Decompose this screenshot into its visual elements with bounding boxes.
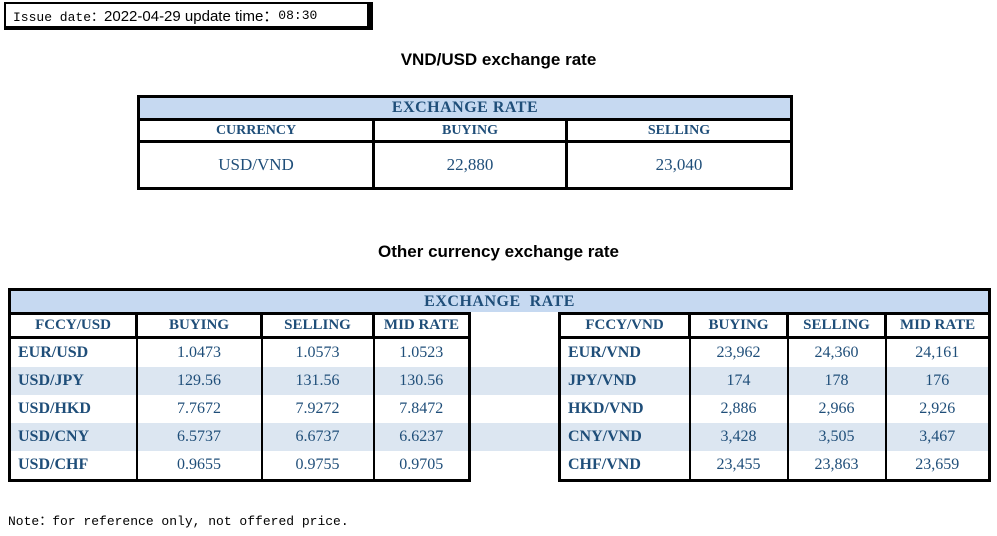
col-header-selling: SELLING: [565, 118, 793, 143]
col-header-fccy-usd: FCCY/USD: [8, 312, 138, 339]
rate-cell: 178: [786, 367, 887, 395]
pair-label-cell: CNY/VND: [558, 423, 691, 451]
table-banner-row: EXCHANGE RATE: [137, 95, 793, 121]
col-header-fccy-vnd: FCCY/VND: [558, 312, 691, 339]
rate-cell: 6.5737: [135, 423, 263, 451]
rate-cell: 6.6237: [372, 423, 471, 451]
rate-cell: 23,455: [688, 451, 789, 482]
selling-rate-cell: 23,040: [565, 140, 793, 190]
rate-cell: 6.6737: [260, 423, 375, 451]
pair-label-cell: USD/CNY: [8, 423, 138, 451]
usd-vnd-rate-table: EXCHANGE RATE CURRENCY BUYING SELLING US…: [137, 95, 793, 190]
rate-cell: 24,360: [786, 337, 887, 367]
table-header-row: FCCY/USD BUYING SELLING MID RATE FCCY/VN…: [8, 312, 992, 339]
rate-cell: 1.0473: [135, 337, 263, 367]
other-currency-rate-table: EXCHANGE RATE FCCY/USD BUYING SELLING MI…: [7, 288, 992, 482]
pair-label-cell: EUR/USD: [8, 337, 138, 367]
reference-note: Note：for reference only, not offered pri…: [8, 514, 349, 529]
rate-cell: 24,161: [884, 337, 992, 367]
spacer-cell: [468, 423, 561, 451]
pair-label-cell: EUR/VND: [558, 337, 691, 367]
banner-cell: EXCHANGE RATE: [7, 288, 992, 314]
col-header-buying: BUYING: [372, 118, 568, 143]
issue-datetime-value: 2022-04-29 update time：: [104, 7, 279, 25]
rate-cell: 2,926: [884, 395, 992, 423]
rate-cell: 23,863: [786, 451, 887, 482]
col-header-buying-usd: BUYING: [135, 312, 263, 339]
rate-cell: 0.9755: [260, 451, 375, 482]
rate-cell: 7.7672: [135, 395, 263, 423]
rate-cell: 7.8472: [372, 395, 471, 423]
table-row: EUR/USD 1.0473 1.0573 1.0523 EUR/VND 23,…: [8, 337, 992, 367]
rate-cell: 0.9655: [135, 451, 263, 482]
table-row: USD/JPY 129.56 131.56 130.56 JPY/VND 174…: [8, 367, 992, 395]
rate-cell: 3,505: [786, 423, 887, 451]
issue-date-bar: Issue date： 2022-04-29 update time： 08:3…: [4, 2, 373, 30]
pair-label-cell: HKD/VND: [558, 395, 691, 423]
col-header-selling-usd: SELLING: [260, 312, 375, 339]
pair-label-cell: USD/JPY: [8, 367, 138, 395]
buying-rate-cell: 22,880: [372, 140, 568, 190]
rate-cell: 2,966: [786, 395, 887, 423]
rate-cell: 0.9705: [372, 451, 471, 482]
col-header-selling-vnd: SELLING: [786, 312, 887, 339]
table-banner-row: EXCHANGE RATE: [7, 288, 992, 314]
table-row: USD/CHF 0.9655 0.9755 0.9705 CHF/VND 23,…: [8, 451, 992, 482]
vnd-usd-title: VND/USD exchange rate: [400, 50, 597, 69]
rate-cell: 3,428: [688, 423, 789, 451]
pair-label-cell: USD/CHF: [8, 451, 138, 482]
rate-cell: 174: [688, 367, 789, 395]
pair-label-cell: JPY/VND: [558, 367, 691, 395]
pair-label-cell: USD/VND: [137, 140, 375, 190]
spacer-cell: [468, 337, 561, 367]
table-row: USD/VND 22,880 23,040: [137, 140, 793, 190]
other-currency-title: Other currency exchange rate: [378, 242, 619, 261]
rate-cell: 129.56: [135, 367, 263, 395]
spacer-cell: [468, 367, 561, 395]
rate-cell: 3,467: [884, 423, 992, 451]
col-header-currency: CURRENCY: [137, 118, 375, 143]
table-header-row: CURRENCY BUYING SELLING: [137, 118, 793, 143]
rate-cell: 131.56: [260, 367, 375, 395]
rate-cell: 7.9272: [260, 395, 375, 423]
col-header-buying-vnd: BUYING: [688, 312, 789, 339]
col-header-midrate-vnd: MID RATE: [883, 312, 992, 339]
rate-cell: 130.56: [372, 367, 471, 395]
pair-label-cell: USD/HKD: [8, 395, 138, 423]
rate-cell: 2,886: [688, 395, 789, 423]
rate-cell: 1.0523: [372, 337, 471, 367]
rate-cell: 23,962: [688, 337, 789, 367]
table-row: USD/HKD 7.7672 7.9272 7.8472 HKD/VND 2,8…: [8, 395, 992, 423]
pair-label-cell: CHF/VND: [558, 451, 691, 482]
spacer-cell: [468, 395, 561, 423]
rate-cell: 1.0573: [260, 337, 375, 367]
table-row: USD/CNY 6.5737 6.6737 6.6237 CNY/VND 3,4…: [8, 423, 992, 451]
issue-date-label: Issue date：: [13, 9, 105, 25]
rate-cell: 176: [884, 367, 992, 395]
banner-cell: EXCHANGE RATE: [137, 95, 793, 121]
col-header-midrate-usd: MID RATE: [372, 312, 471, 339]
update-time-value: 08:30: [278, 7, 318, 23]
rate-cell: 23,659: [884, 451, 992, 482]
spacer-cell: [468, 313, 561, 338]
spacer-cell: [468, 451, 561, 481]
